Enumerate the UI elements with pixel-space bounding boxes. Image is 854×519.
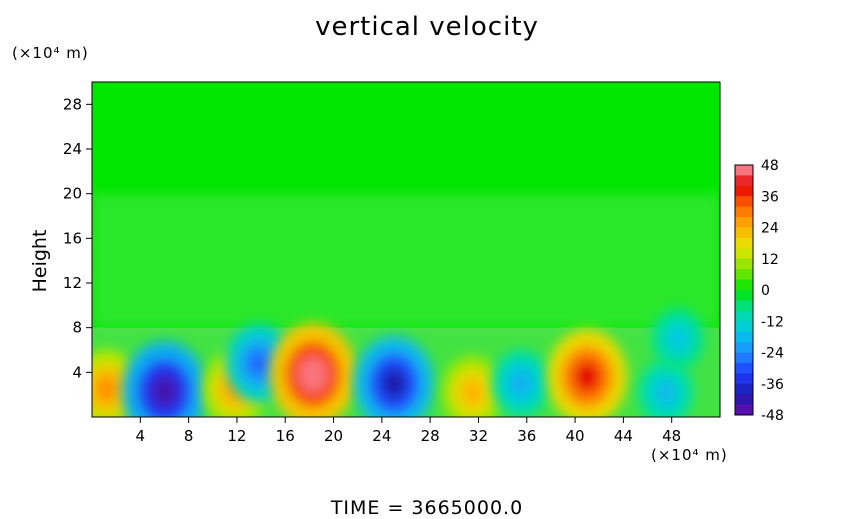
colorbar-segment [735,175,753,187]
colorbar-segment [735,227,753,239]
colorbar-segment [735,290,753,301]
colorbar-segment [735,383,753,395]
plot-frame [91,81,721,418]
x-tick-label: 4 [136,427,146,445]
colorbar-tick-label: 48 [761,158,779,174]
colorbar-tick-label: -48 [761,408,784,424]
colorbar-tick-label: 12 [761,252,779,268]
x-tick-label: 12 [227,427,246,445]
colorbar-segment [735,206,753,218]
colorbar-segment [735,165,753,176]
x-tick-label: 20 [324,427,343,445]
colorbar-segment [735,300,753,312]
colorbar-segment [735,321,753,333]
x-tick-label: 40 [566,427,585,445]
y-tick-label: 8 [72,319,82,337]
y-axis-unit: (×10⁴ m) [12,44,89,62]
heatmap-cell [651,307,705,370]
heatmap-cell [353,336,434,417]
colorbar-frame [734,164,754,416]
colorbar-tick-label: 24 [761,221,779,237]
x-tick-label: 16 [276,427,295,445]
y-tick-label: 20 [63,185,82,203]
x-tick-label: 8 [184,427,194,445]
x-tick-label: 32 [469,427,488,445]
colorbar-segment [735,185,753,197]
x-tick-label: 44 [614,427,633,445]
colorbar-segment [735,258,753,270]
colorbar-segment [735,279,753,291]
time-footer: TIME = 3665000.0 [330,497,524,519]
heatmap-field [92,82,720,417]
colorbar-segment [735,310,753,322]
x-tick-label: 48 [662,427,681,445]
colorbar-segment [735,269,753,281]
y-tick-label: 16 [63,229,82,247]
y-tick-label: 4 [72,363,82,381]
colorbar-segment [735,237,753,249]
x-tick-label: 24 [372,427,391,445]
heatmap-cell [638,360,694,417]
colorbar-tick-label: 36 [761,189,779,205]
x-axis-unit: (×10⁴ m) [651,446,728,464]
colorbar-tick-label: -12 [761,314,784,330]
x-tick-label: 36 [517,427,536,445]
colorbar-segment [735,331,753,343]
heatmap-cell [269,322,357,417]
colorbar-segment [735,352,753,364]
colorbar-tick-label: 0 [761,283,770,299]
colorbar-tick-label: -24 [761,346,784,362]
field-band-mid [92,193,720,328]
y-tick-label: 12 [63,274,82,292]
heatmap-cell [122,341,207,417]
colorbar-segment [735,394,753,406]
colorbar-segment [735,404,753,416]
heatmap-cell [491,349,550,417]
y-tick-label: 24 [63,140,82,158]
y-tick-label: 28 [63,95,82,113]
colorbar-segment [735,217,753,228]
colorbar-tick-label: -36 [761,377,784,393]
x-tick-label: 28 [421,427,440,445]
colorbar-segment [735,248,753,260]
colorbar-segment [735,196,753,208]
colorbar-segment [735,342,753,353]
heatmap-cell [547,329,628,417]
colorbar: 48 36 24 12 0 -12 -24 -36 -48 [734,158,784,424]
chart-title: vertical velocity [315,12,539,42]
heatmap-cell [441,355,504,417]
colorbar-segment [735,373,753,385]
colorbar-segment [735,362,753,374]
